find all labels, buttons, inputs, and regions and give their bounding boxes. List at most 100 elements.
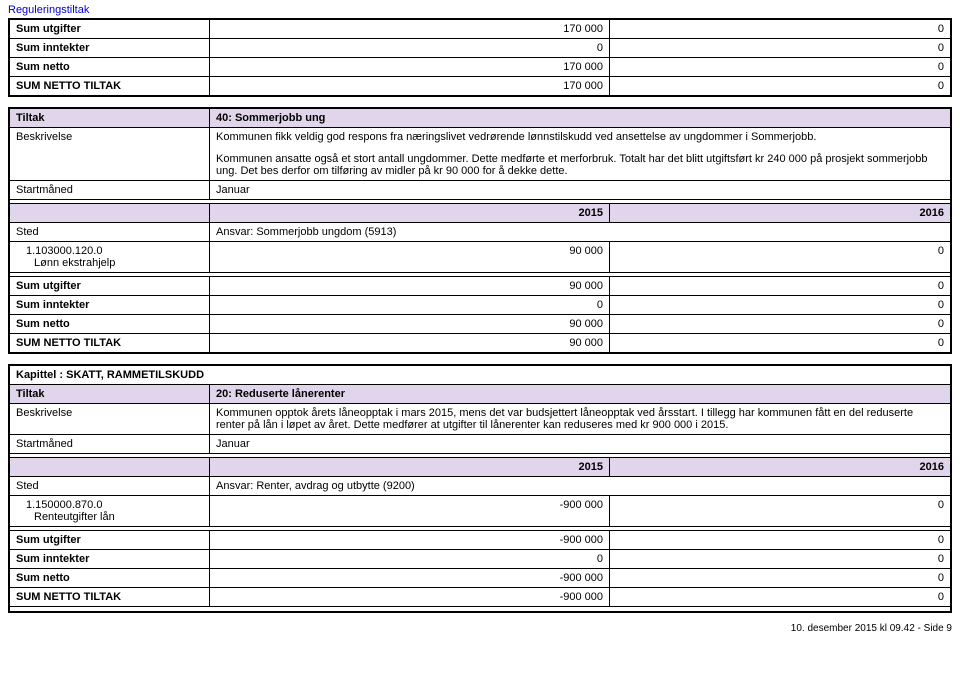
row-label: SUM NETTO TILTAK (10, 334, 210, 352)
row-label: Sum utgifter (10, 531, 210, 549)
year-empty (10, 458, 210, 476)
tiltak-label: Tiltak (10, 385, 210, 403)
code-row: 1.150000.870.0 Renteutgifter lån -900 00… (10, 496, 950, 527)
tiltak-value: 20: Reduserte lånerenter (210, 385, 950, 403)
tiltak-label: Tiltak (10, 109, 210, 127)
row-value-2: 0 (610, 569, 950, 587)
row-label: Sum netto (10, 315, 210, 333)
code-desc: Lønn ekstrahjelp (26, 257, 203, 269)
table-row: Sum netto 90 000 0 (10, 315, 950, 334)
table-row: Sum utgifter 90 000 0 (10, 277, 950, 296)
row-value-2: 0 (610, 20, 950, 38)
row-value-2: 0 (610, 58, 950, 76)
code-v2: 0 (610, 496, 950, 526)
row-value-1: -900 000 (210, 569, 610, 587)
sted-label: Sted (10, 223, 210, 241)
tiltak-header: Tiltak 20: Reduserte lånerenter (10, 385, 950, 404)
page-title: Reguleringstiltak (8, 4, 952, 16)
table-row: Sum inntekter 0 0 (10, 550, 950, 569)
start-label: Startmåned (10, 435, 210, 453)
beskrivelse-p1: Kommunen fikk veldig god respons fra nær… (216, 131, 944, 143)
row-label: Sum netto (10, 58, 210, 76)
start-label: Startmåned (10, 181, 210, 199)
beskrivelse-label: Beskrivelse (10, 404, 210, 434)
separator (10, 607, 950, 611)
code-cell: 1.103000.120.0 Lønn ekstrahjelp (10, 242, 210, 272)
year-empty (10, 204, 210, 222)
beskrivelse-p2: Kommunen ansatte også et stort antall un… (216, 153, 944, 177)
row-value-2: 0 (610, 77, 950, 95)
start-value: Januar (210, 435, 950, 453)
start-row: Startmåned Januar (10, 181, 950, 200)
row-value-1: -900 000 (210, 531, 610, 549)
summary-block-1: Sum utgifter 170 000 0 Sum inntekter 0 0… (8, 18, 952, 97)
row-value-2: 0 (610, 277, 950, 295)
year-1: 2015 (210, 204, 610, 222)
row-value-1: 0 (210, 39, 610, 57)
code-number: 1.103000.120.0 (26, 245, 203, 257)
row-value-1: 90 000 (210, 334, 610, 352)
row-value-2: 0 (610, 550, 950, 568)
row-label: Sum inntekter (10, 296, 210, 314)
row-value-2: 0 (610, 334, 950, 352)
table-row: Sum utgifter 170 000 0 (10, 20, 950, 39)
table-row: Sum utgifter -900 000 0 (10, 531, 950, 550)
tiltak-block-40: Tiltak 40: Sommerjobb ung Beskrivelse Ko… (8, 107, 952, 354)
beskrivelse-row: Beskrivelse Kommunen opptok årets låneop… (10, 404, 950, 435)
row-label: Sum utgifter (10, 20, 210, 38)
beskrivelse-label: Beskrivelse (10, 128, 210, 180)
code-v1: 90 000 (210, 242, 610, 272)
beskrivelse-row: Beskrivelse Kommunen fikk veldig god res… (10, 128, 950, 181)
row-value-1: 90 000 (210, 315, 610, 333)
row-value-2: 0 (610, 39, 950, 57)
beskrivelse-value: Kommunen fikk veldig god respons fra nær… (210, 128, 950, 180)
code-cell: 1.150000.870.0 Renteutgifter lån (10, 496, 210, 526)
row-label: SUM NETTO TILTAK (10, 588, 210, 606)
row-value-1: 0 (210, 296, 610, 314)
chapter-header: Kapittel : SKATT, RAMMETILSKUDD (10, 366, 950, 385)
beskrivelse-value: Kommunen opptok årets låneopptak i mars … (210, 404, 950, 434)
row-label: SUM NETTO TILTAK (10, 77, 210, 95)
tiltak-value: 40: Sommerjobb ung (210, 109, 950, 127)
tiltak-header: Tiltak 40: Sommerjobb ung (10, 109, 950, 128)
sted-value: Ansvar: Renter, avdrag og utbytte (9200) (210, 477, 950, 495)
table-row: SUM NETTO TILTAK -900 000 0 (10, 588, 950, 607)
row-value-2: 0 (610, 588, 950, 606)
row-value-2: 0 (610, 315, 950, 333)
code-v1: -900 000 (210, 496, 610, 526)
row-label: Sum netto (10, 569, 210, 587)
code-row: 1.103000.120.0 Lønn ekstrahjelp 90 000 0 (10, 242, 950, 273)
row-value-1: 0 (210, 550, 610, 568)
row-value-1: 170 000 (210, 58, 610, 76)
page-footer: 10. desember 2015 kl 09.42 - Side 9 (8, 623, 952, 634)
start-value: Januar (210, 181, 950, 199)
row-value-1: 170 000 (210, 20, 610, 38)
sted-row: Sted Ansvar: Renter, avdrag og utbytte (… (10, 477, 950, 496)
table-row: SUM NETTO TILTAK 90 000 0 (10, 334, 950, 352)
year-1: 2015 (210, 458, 610, 476)
sted-value: Ansvar: Sommerjobb ungdom (5913) (210, 223, 950, 241)
table-row: SUM NETTO TILTAK 170 000 0 (10, 77, 950, 95)
row-value-2: 0 (610, 296, 950, 314)
tiltak-block-20: Kapittel : SKATT, RAMMETILSKUDD Tiltak 2… (8, 364, 952, 613)
row-label: Sum inntekter (10, 39, 210, 57)
row-label: Sum utgifter (10, 277, 210, 295)
start-row: Startmåned Januar (10, 435, 950, 454)
row-value-2: 0 (610, 531, 950, 549)
code-v2: 0 (610, 242, 950, 272)
code-desc: Renteutgifter lån (26, 511, 203, 523)
table-row: Sum inntekter 0 0 (10, 296, 950, 315)
row-label: Sum inntekter (10, 550, 210, 568)
row-value-1: -900 000 (210, 588, 610, 606)
year-header: 2015 2016 (10, 204, 950, 223)
row-value-1: 90 000 (210, 277, 610, 295)
table-row: Sum netto -900 000 0 (10, 569, 950, 588)
table-row: Sum netto 170 000 0 (10, 58, 950, 77)
sted-label: Sted (10, 477, 210, 495)
code-number: 1.150000.870.0 (26, 499, 203, 511)
sted-row: Sted Ansvar: Sommerjobb ungdom (5913) (10, 223, 950, 242)
row-value-1: 170 000 (210, 77, 610, 95)
year-2: 2016 (610, 458, 950, 476)
year-2: 2016 (610, 204, 950, 222)
table-row: Sum inntekter 0 0 (10, 39, 950, 58)
